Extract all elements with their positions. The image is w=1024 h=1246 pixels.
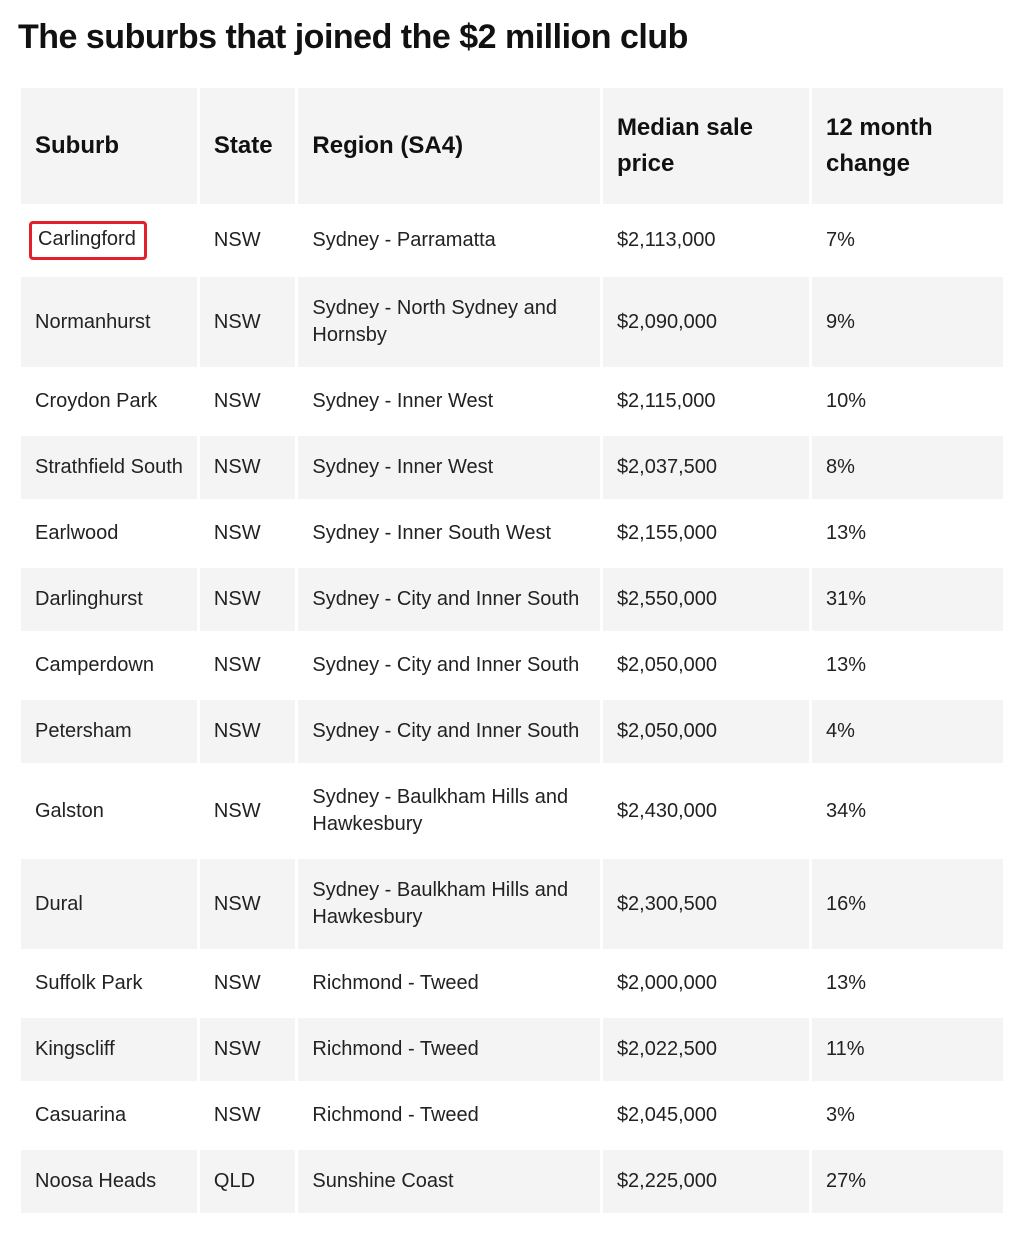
cell-region: Sydney - City and Inner South [298,700,600,763]
cell-suburb: Croydon Park [21,370,197,433]
cell-price: $2,050,000 [603,634,809,697]
cell-price: $2,050,000 [603,700,809,763]
cell-state: NSW [200,1018,295,1081]
cell-price: $2,000,000 [603,952,809,1015]
cell-suburb: Camperdown [21,634,197,697]
cell-price: $2,300,500 [603,859,809,949]
cell-price: $2,045,000 [603,1084,809,1147]
cell-state: NSW [200,766,295,856]
cell-price: $2,037,500 [603,436,809,499]
cell-change: 9% [812,277,1003,367]
cell-region: Sydney - City and Inner South [298,568,600,631]
cell-state: NSW [200,568,295,631]
col-header-state: State [200,88,295,204]
cell-state: NSW [200,700,295,763]
cell-suburb: Kingscliff [21,1018,197,1081]
cell-region: Richmond - Tweed [298,1018,600,1081]
cell-state: NSW [200,207,295,274]
cell-price: $2,225,000 [603,1150,809,1213]
cell-state: NSW [200,277,295,367]
cell-state: NSW [200,859,295,949]
cell-change: 8% [812,436,1003,499]
cell-change: 7% [812,207,1003,274]
cell-change: 4% [812,700,1003,763]
page: The suburbs that joined the $2 million c… [0,0,1024,1246]
cell-suburb: Normanhurst [21,277,197,367]
cell-suburb: Carlingford [21,207,197,274]
cell-suburb: Darlinghurst [21,568,197,631]
cell-region: Sydney - Baulkham Hills and Hawkesbury [298,766,600,856]
table-row: GalstonNSWSydney - Baulkham Hills and Ha… [21,766,1003,856]
cell-price: $2,090,000 [603,277,809,367]
cell-change: 11% [812,1018,1003,1081]
cell-change: 13% [812,502,1003,565]
col-header-price: Median sale price [603,88,809,204]
table-row: Suffolk ParkNSWRichmond - Tweed$2,000,00… [21,952,1003,1015]
cell-change: 27% [812,1150,1003,1213]
cell-price: $2,430,000 [603,766,809,856]
cell-region: Sydney - Parramatta [298,207,600,274]
cell-price: $2,113,000 [603,207,809,274]
table-row: Carlingford NSWSydney - Parramatta$2,113,… [21,207,1003,274]
cell-suburb: Suffolk Park [21,952,197,1015]
table-row: PetershamNSWSydney - City and Inner Sout… [21,700,1003,763]
cell-state: NSW [200,502,295,565]
cell-region: Richmond - Tweed [298,952,600,1015]
cell-region: Sydney - Baulkham Hills and Hawkesbury [298,859,600,949]
table-row: DarlinghurstNSWSydney - City and Inner S… [21,568,1003,631]
cell-suburb: Dural [21,859,197,949]
cell-suburb: Earlwood [21,502,197,565]
cell-state: QLD [200,1150,295,1213]
table-row: KingscliffNSWRichmond - Tweed$2,022,5001… [21,1018,1003,1081]
cell-suburb: Petersham [21,700,197,763]
cell-suburb: Strathfield South [21,436,197,499]
table-row: Noosa HeadsQLDSunshine Coast$2,225,00027… [21,1150,1003,1213]
cell-price: $2,155,000 [603,502,809,565]
table-row: CamperdownNSWSydney - City and Inner Sou… [21,634,1003,697]
table-row: CasuarinaNSWRichmond - Tweed$2,045,0003% [21,1084,1003,1147]
cell-change: 10% [812,370,1003,433]
table-body: CarlingfordNSWSydney - Parramatta$2,113,… [21,207,1003,1213]
cell-suburb: Noosa Heads [21,1150,197,1213]
cell-region: Sydney - Inner West [298,436,600,499]
cell-state: NSW [200,952,295,1015]
table-row: DuralNSWSydney - Baulkham Hills and Hawk… [21,859,1003,949]
highlight-box: Carlingford [29,221,147,260]
cell-region: Sunshine Coast [298,1150,600,1213]
cell-state: NSW [200,1084,295,1147]
table-row: Strathfield SouthNSWSydney - Inner West$… [21,436,1003,499]
cell-change: 31% [812,568,1003,631]
cell-change: 13% [812,952,1003,1015]
cell-price: $2,550,000 [603,568,809,631]
cell-suburb: Galston [21,766,197,856]
cell-change: 16% [812,859,1003,949]
cell-change: 34% [812,766,1003,856]
cell-price: $2,022,500 [603,1018,809,1081]
cell-state: NSW [200,436,295,499]
table-row: NormanhurstNSWSydney - North Sydney and … [21,277,1003,367]
cell-region: Sydney - Inner West [298,370,600,433]
cell-region: Sydney - City and Inner South [298,634,600,697]
cell-suburb: Casuarina [21,1084,197,1147]
cell-region: Sydney - Inner South West [298,502,600,565]
cell-price: $2,115,000 [603,370,809,433]
col-header-change: 12 month change [812,88,1003,204]
table-header: Suburb State Region (SA4) Median sale pr… [21,88,1003,204]
cell-change: 13% [812,634,1003,697]
cell-region: Richmond - Tweed [298,1084,600,1147]
cell-region: Sydney - North Sydney and Hornsby [298,277,600,367]
col-header-region: Region (SA4) [298,88,600,204]
cell-change: 3% [812,1084,1003,1147]
table-row: EarlwoodNSWSydney - Inner South West$2,1… [21,502,1003,565]
suburbs-table: Suburb State Region (SA4) Median sale pr… [18,85,1006,1216]
table-row: Croydon ParkNSWSydney - Inner West$2,115… [21,370,1003,433]
col-header-suburb: Suburb [21,88,197,204]
page-title: The suburbs that joined the $2 million c… [18,18,1006,57]
cell-state: NSW [200,634,295,697]
cell-state: NSW [200,370,295,433]
